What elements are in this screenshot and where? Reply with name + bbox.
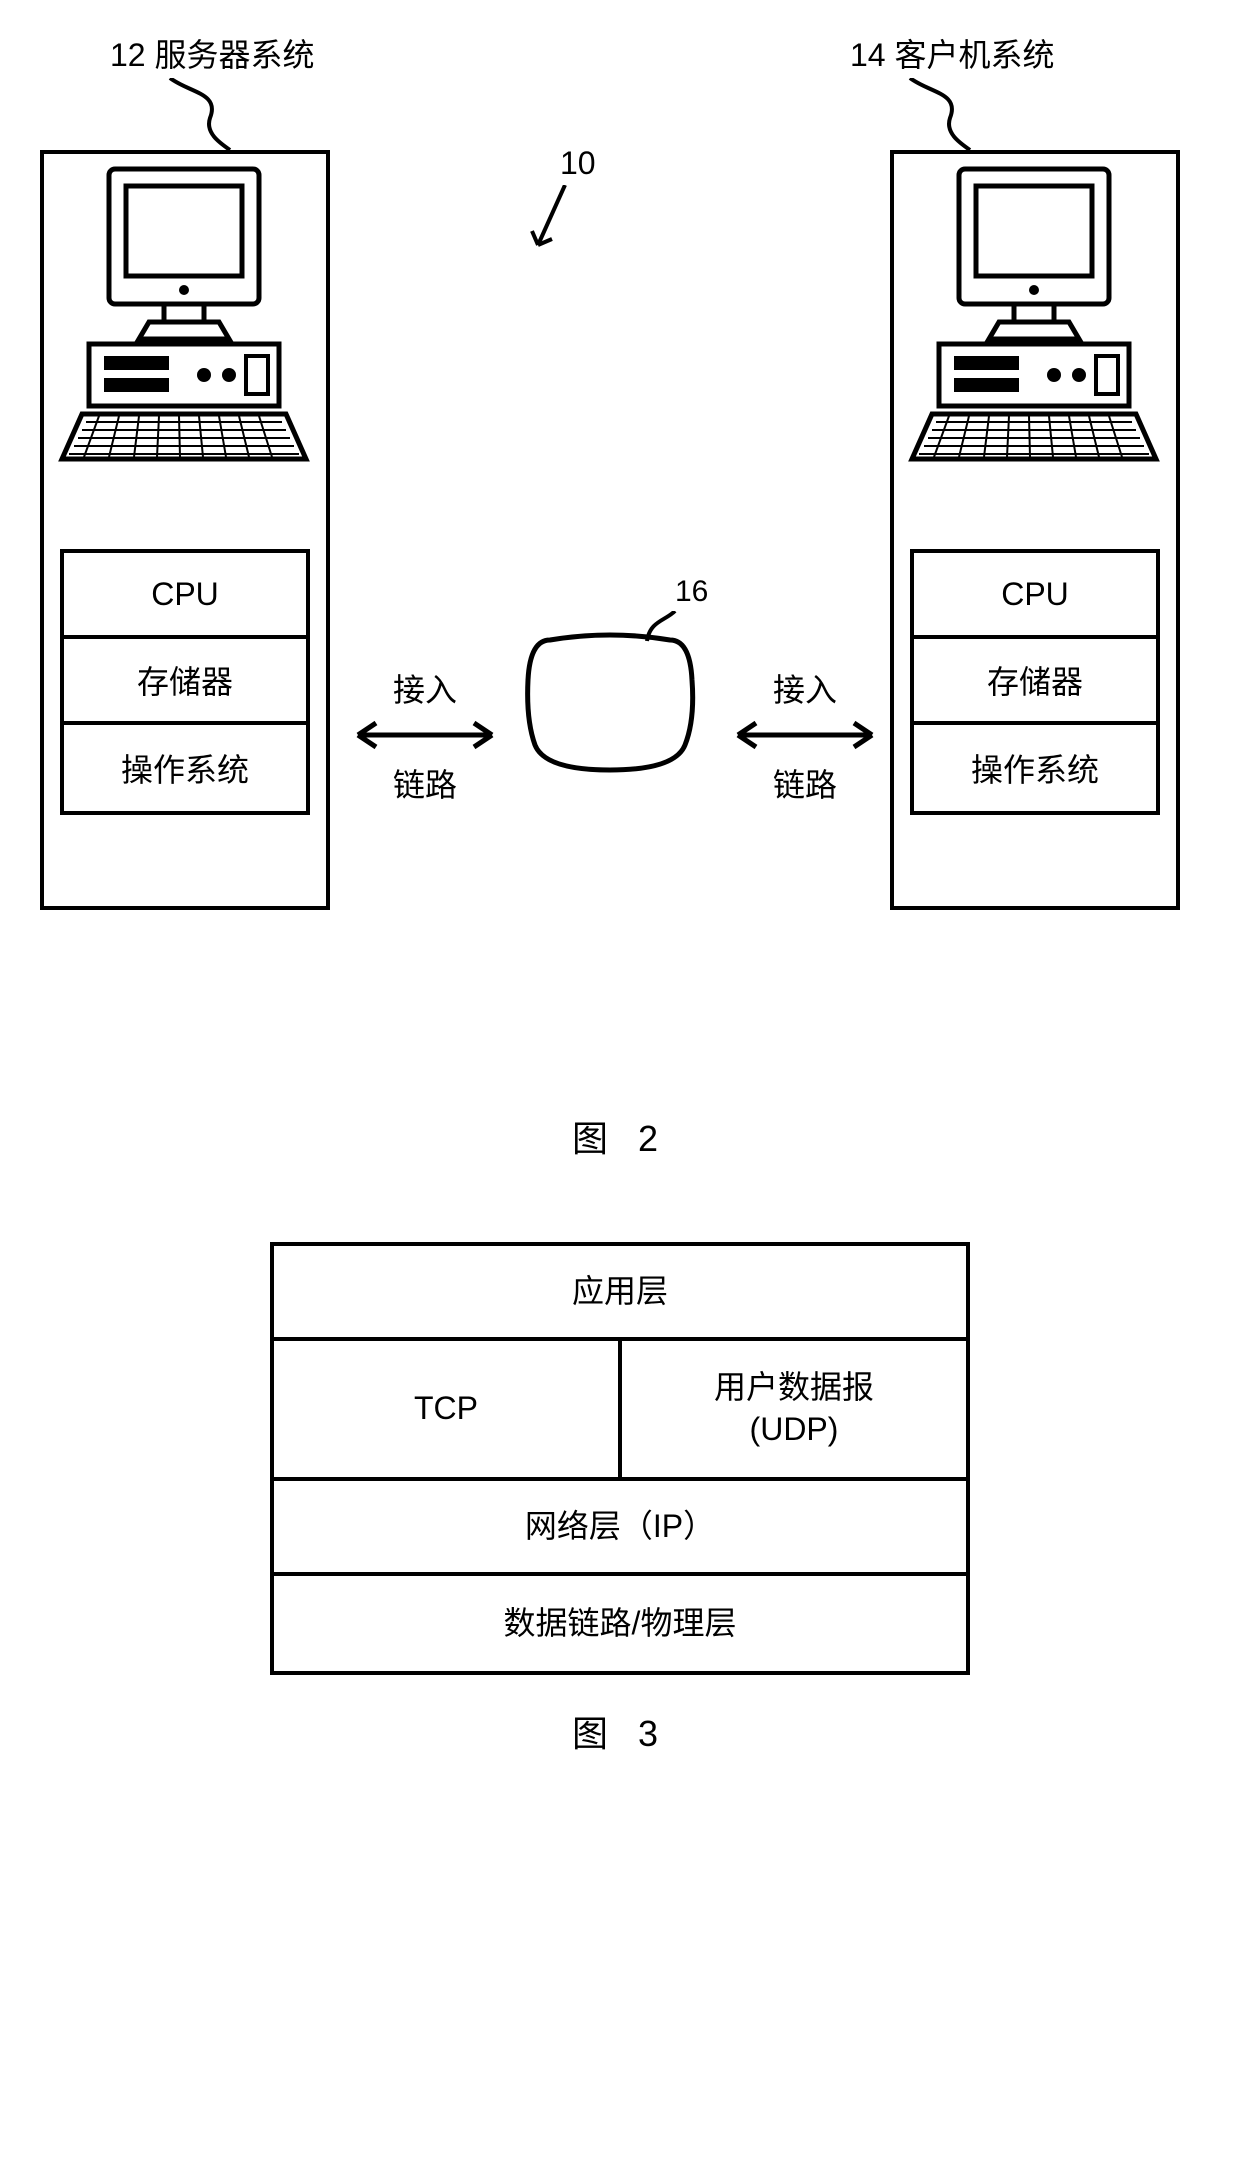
network-layer-cell: 网络层（IP） <box>274 1481 966 1572</box>
double-arrow-icon <box>340 713 510 757</box>
client-stack: CPU 存储器 操作系统 <box>910 549 1160 815</box>
server-system-box: CPU 存储器 操作系统 <box>40 150 330 910</box>
udp-line2: (UDP) <box>750 1411 839 1447</box>
os-cell: 操作系统 <box>64 725 306 811</box>
access-link-left: 接入 链路 <box>340 670 510 805</box>
link-top-label: 接入 <box>340 670 510 710</box>
cpu-cell: CPU <box>914 553 1156 639</box>
link-bottom-label: 链路 <box>340 765 510 805</box>
link-bottom-label: 链路 <box>720 765 890 805</box>
client-caption: 14 客户机系统 <box>850 30 1055 76</box>
os-cell: 操作系统 <box>914 725 1156 811</box>
udp-line1: 用户数据报 <box>714 1369 874 1405</box>
ref10-label: 10 <box>560 145 596 181</box>
server-caption-text: 服务器系统 <box>154 30 314 76</box>
server-caption-num: 12 <box>110 37 146 74</box>
memory-cell: 存储器 <box>914 639 1156 725</box>
tcp-cell: TCP <box>274 1341 622 1477</box>
figure-3-caption: 图 3 <box>20 1705 1220 1757</box>
arrow-icon <box>530 185 575 265</box>
client-caption-text: 客户机系统 <box>894 30 1054 76</box>
server-caption: 12 服务器系统 <box>110 30 315 76</box>
computer-icon <box>54 164 314 514</box>
reference-16: 16 <box>675 575 708 609</box>
server-stack: CPU 存储器 操作系统 <box>60 549 310 815</box>
client-caption-num: 14 <box>850 37 886 74</box>
physical-layer-cell: 数据链路/物理层 <box>274 1576 966 1671</box>
computer-icon <box>904 164 1164 514</box>
leader-line-icon <box>165 78 255 153</box>
figure-2: 12 服务器系统 14 客户机系统 10 <box>20 30 1220 1080</box>
reference-10: 10 <box>560 145 596 182</box>
double-arrow-icon <box>720 713 890 757</box>
leader-line-icon <box>645 611 690 651</box>
udp-cell: 用户数据报 (UDP) <box>622 1341 966 1477</box>
leader-line-icon <box>905 78 995 153</box>
figure-3-table: 应用层 TCP 用户数据报 (UDP) 网络层（IP） 数据链路/物理层 <box>270 1242 970 1675</box>
cpu-cell: CPU <box>64 553 306 639</box>
ref16-label: 16 <box>675 575 708 608</box>
app-layer-cell: 应用层 <box>274 1246 966 1337</box>
access-link-right: 接入 链路 <box>720 670 890 805</box>
figure-2-caption: 图 2 <box>20 1110 1220 1162</box>
link-top-label: 接入 <box>720 670 890 710</box>
memory-cell: 存储器 <box>64 639 306 725</box>
client-system-box: CPU 存储器 操作系统 <box>890 150 1180 910</box>
